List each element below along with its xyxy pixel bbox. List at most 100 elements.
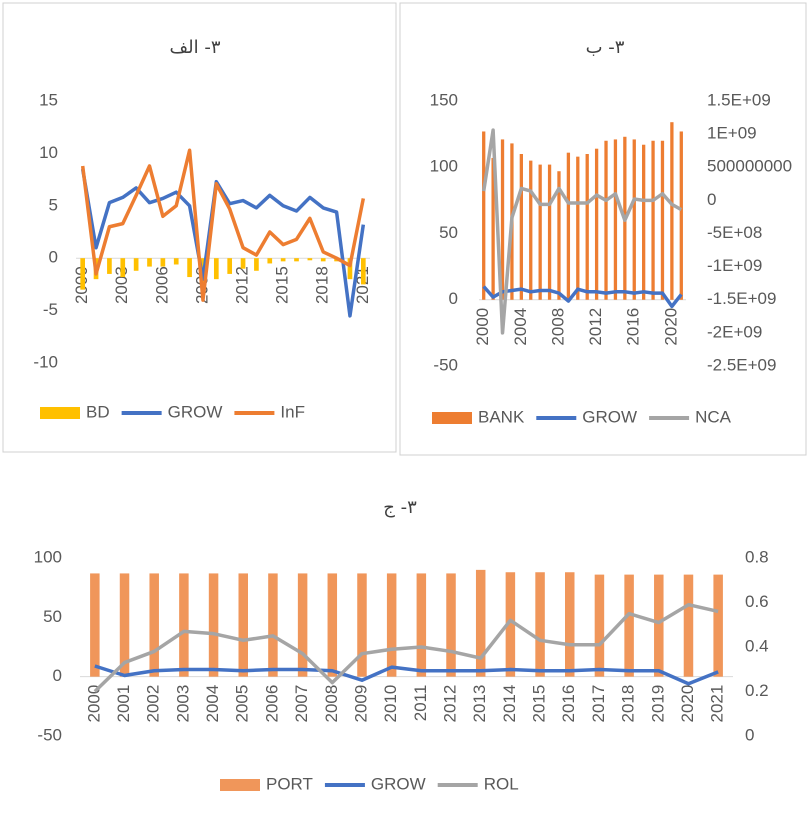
legend-label: BD <box>86 402 110 421</box>
x-tick-label: 2000 <box>84 685 103 723</box>
bar <box>327 573 338 677</box>
legend-label: BANK <box>478 407 525 426</box>
bar <box>624 574 634 677</box>
x-tick-label: 2007 <box>292 685 311 723</box>
y2-tick-label: 0 <box>745 725 754 744</box>
x-tick-label: 2000 <box>473 308 492 346</box>
y-tick-label: -50 <box>37 725 62 744</box>
y-tick-label: 50 <box>439 223 458 242</box>
line <box>481 128 683 335</box>
bar <box>594 574 605 677</box>
bar <box>500 139 505 300</box>
legend-swatch <box>220 779 260 791</box>
y2-tick-label: 0.6 <box>745 592 769 611</box>
y2-tick-label: -1.5E+09 <box>707 289 776 308</box>
x-tick-label: 2002 <box>144 685 163 723</box>
bar <box>535 572 545 677</box>
x-tick-label: 2009 <box>351 685 370 723</box>
x-tick-label: 2008 <box>548 308 567 346</box>
x-tick-label: 2018 <box>619 685 638 723</box>
y-tick-label: -50 <box>433 355 458 374</box>
y-tick-label: 150 <box>430 90 458 109</box>
y2-tick-label: 1.5E+09 <box>707 90 771 109</box>
x-tick-label: 2012 <box>441 685 460 723</box>
bar <box>179 573 189 677</box>
bar <box>565 572 575 677</box>
x-tick-label: 2006 <box>262 685 281 723</box>
bar <box>320 258 326 262</box>
bar <box>386 573 397 677</box>
y2-tick-label: -1E+09 <box>707 256 762 275</box>
bar <box>294 258 299 262</box>
x-tick-label: 2020 <box>678 685 697 723</box>
legend-label: ROL <box>484 774 519 793</box>
y-tick-label: 0 <box>449 289 458 308</box>
bar <box>632 139 636 300</box>
x-tick-label: 2003 <box>112 266 131 304</box>
bar <box>547 164 552 300</box>
y-tick-label: -5 <box>43 300 58 319</box>
y2-tick-label: 0.8 <box>745 547 769 566</box>
y-tick-label: 0 <box>49 248 58 267</box>
y2-tick-label: 1E+09 <box>707 124 757 143</box>
bar <box>187 258 192 278</box>
x-tick-label: 2013 <box>470 685 489 723</box>
x-tick-label: 2015 <box>530 685 549 723</box>
y2-tick-label: 0.2 <box>745 681 769 700</box>
bar <box>576 156 580 300</box>
line <box>93 602 719 693</box>
bar <box>654 574 664 677</box>
x-tick-label: 2019 <box>648 685 667 723</box>
bar <box>254 258 259 271</box>
bar <box>594 148 599 300</box>
y-tick-label: 5 <box>49 195 58 214</box>
bar <box>642 144 646 300</box>
chart-title: ۳- الف <box>169 37 220 58</box>
y2-tick-label: 0 <box>707 190 716 209</box>
chart-title: ۳- ب <box>586 37 625 58</box>
bar <box>491 157 495 300</box>
bar <box>268 573 278 677</box>
bar <box>357 573 367 677</box>
bar <box>529 160 533 300</box>
bar <box>280 258 286 262</box>
bar <box>80 258 86 290</box>
bar <box>208 573 219 677</box>
bar <box>660 140 665 300</box>
y-tick-label: 15 <box>39 90 58 109</box>
bar <box>307 258 313 261</box>
x-tick-label: 2008 <box>322 685 341 723</box>
bar <box>147 258 152 267</box>
chart-title: ۳- ج <box>383 497 417 518</box>
bar <box>446 573 456 677</box>
bar <box>604 140 608 300</box>
y2-tick-label: -2.5E+09 <box>707 355 776 374</box>
bar <box>267 258 273 264</box>
x-tick-label: 2005 <box>233 685 252 723</box>
x-tick-label: 2017 <box>589 685 608 723</box>
legend-label: GROW <box>168 402 223 421</box>
x-tick-label: 2012 <box>586 308 605 346</box>
bar <box>613 139 618 300</box>
bar <box>173 258 179 265</box>
bar <box>475 569 486 677</box>
bar <box>107 258 112 274</box>
bar <box>297 573 308 677</box>
y2-tick-label: -2E+09 <box>707 322 762 341</box>
bar <box>505 572 516 677</box>
bar <box>683 574 694 677</box>
bar <box>566 152 571 300</box>
bar <box>670 122 674 300</box>
line <box>94 664 719 686</box>
x-tick-label: 2021 <box>708 685 727 723</box>
bar <box>557 171 561 300</box>
y2-tick-label: 0.4 <box>745 636 769 655</box>
y-tick-label: 100 <box>430 157 458 176</box>
y2-tick-label: -5E+08 <box>707 223 762 242</box>
x-tick-label: 2018 <box>313 266 332 304</box>
x-tick-label: 2012 <box>233 266 252 304</box>
y-tick-label: 0 <box>53 666 62 685</box>
bar <box>482 131 486 300</box>
bar <box>149 573 159 677</box>
